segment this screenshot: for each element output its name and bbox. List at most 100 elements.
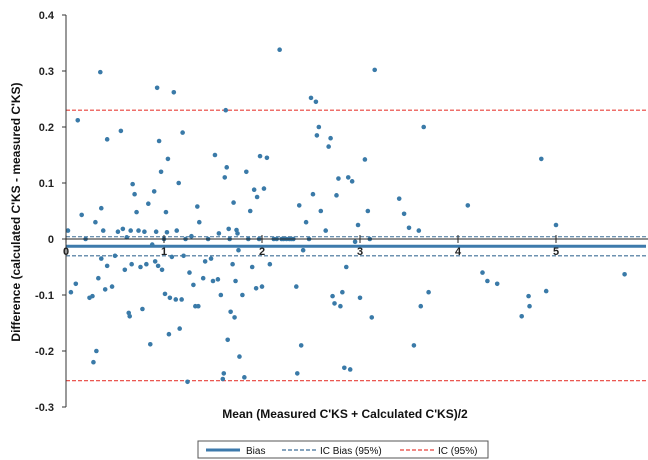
- data-point: [218, 292, 224, 298]
- data-point: [257, 153, 263, 159]
- data-point: [334, 193, 339, 198]
- data-point: [146, 201, 151, 207]
- data-point: [127, 313, 132, 319]
- y-tick-label: -0.1: [35, 290, 54, 302]
- x-tick-label: 3: [357, 246, 363, 258]
- data-point: [622, 271, 627, 277]
- data-point: [277, 47, 282, 53]
- data-point: [225, 337, 230, 343]
- data-point: [165, 156, 171, 162]
- data-point: [340, 289, 345, 295]
- data-point: [212, 152, 218, 158]
- data-point: [158, 169, 164, 175]
- data-point: [98, 256, 104, 261]
- x-tick-label: 4: [455, 246, 462, 258]
- data-point: [259, 284, 265, 289]
- data-point: [411, 343, 417, 348]
- data-point: [543, 288, 549, 294]
- y-tick-label: -0.3: [35, 402, 54, 414]
- data-point: [332, 301, 337, 306]
- x-axis-title: Mean (Measured C'KS + Calculated C'KS)/2: [222, 407, 468, 421]
- y-tick-label: 0.1: [39, 178, 54, 190]
- data-point: [166, 331, 172, 337]
- axes: [62, 14, 648, 408]
- data-point: [104, 137, 110, 142]
- data-point: [73, 281, 79, 287]
- data-point: [237, 354, 242, 359]
- data-point: [244, 169, 249, 175]
- data-point: [401, 211, 407, 217]
- data-point: [230, 261, 235, 267]
- data-point: [196, 303, 201, 309]
- y-axis-title: Difference (calculated C'KS - measured C…: [9, 82, 23, 341]
- data-point: [104, 263, 110, 269]
- data-point: [173, 297, 179, 302]
- data-point: [208, 256, 214, 261]
- data-point: [176, 180, 181, 186]
- data-point: [267, 261, 273, 267]
- y-tick-label: 0.2: [39, 122, 54, 134]
- data-point: [396, 196, 402, 201]
- data-point: [253, 285, 259, 291]
- data-point: [112, 253, 118, 259]
- data-point: [372, 67, 378, 73]
- data-point: [179, 297, 184, 302]
- data-point: [98, 69, 103, 75]
- data-point: [75, 117, 81, 123]
- data-point: [343, 264, 349, 270]
- data-point: [323, 228, 329, 233]
- data-point: [224, 165, 230, 170]
- data-point: [485, 278, 490, 284]
- y-tick-label: 0: [48, 234, 54, 246]
- data-point: [130, 181, 135, 187]
- legend-box: [197, 440, 489, 459]
- legend-label-ic-bias: IC Bias (95%): [320, 446, 382, 457]
- data-point: [316, 124, 322, 130]
- x-tick-label: 2: [259, 246, 265, 258]
- data-point: [300, 247, 306, 253]
- data-point: [132, 191, 137, 197]
- data-point: [313, 99, 319, 105]
- data-point: [416, 228, 422, 233]
- data-point: [526, 293, 531, 299]
- data-point: [93, 219, 98, 225]
- data-point: [140, 306, 145, 312]
- data-point: [222, 175, 228, 180]
- data-point: [195, 204, 200, 209]
- data-point: [314, 133, 320, 138]
- data-point: [94, 348, 99, 354]
- data-point: [142, 229, 147, 235]
- data-point: [421, 124, 427, 130]
- data-point: [242, 375, 247, 380]
- data-point: [480, 270, 485, 275]
- data-point: [91, 359, 96, 365]
- data-point: [357, 295, 363, 301]
- data-point: [465, 203, 471, 208]
- data-point: [251, 187, 257, 193]
- data-point: [162, 291, 168, 297]
- data-point: [261, 186, 267, 191]
- data-point: [98, 205, 104, 211]
- data-point: [155, 263, 161, 269]
- data-point: [151, 189, 157, 194]
- data-point: [294, 284, 299, 289]
- data-point: [233, 278, 238, 284]
- data-point: [223, 107, 229, 113]
- data-point: [406, 225, 412, 231]
- data-point: [254, 194, 260, 200]
- reference-lines: [66, 109, 646, 382]
- data-point: [200, 275, 206, 281]
- data-point: [231, 200, 236, 205]
- data-point: [553, 222, 559, 228]
- data-point: [90, 293, 95, 299]
- data-point: [298, 343, 304, 348]
- data-point: [347, 367, 353, 372]
- data-point: [152, 259, 158, 264]
- data-point: [185, 379, 190, 385]
- legend-label-bias: Bias: [246, 446, 265, 457]
- data-point: [129, 261, 134, 267]
- data-point: [345, 175, 351, 180]
- data-point: [539, 156, 544, 162]
- data-point: [174, 228, 180, 233]
- data-point: [136, 228, 141, 233]
